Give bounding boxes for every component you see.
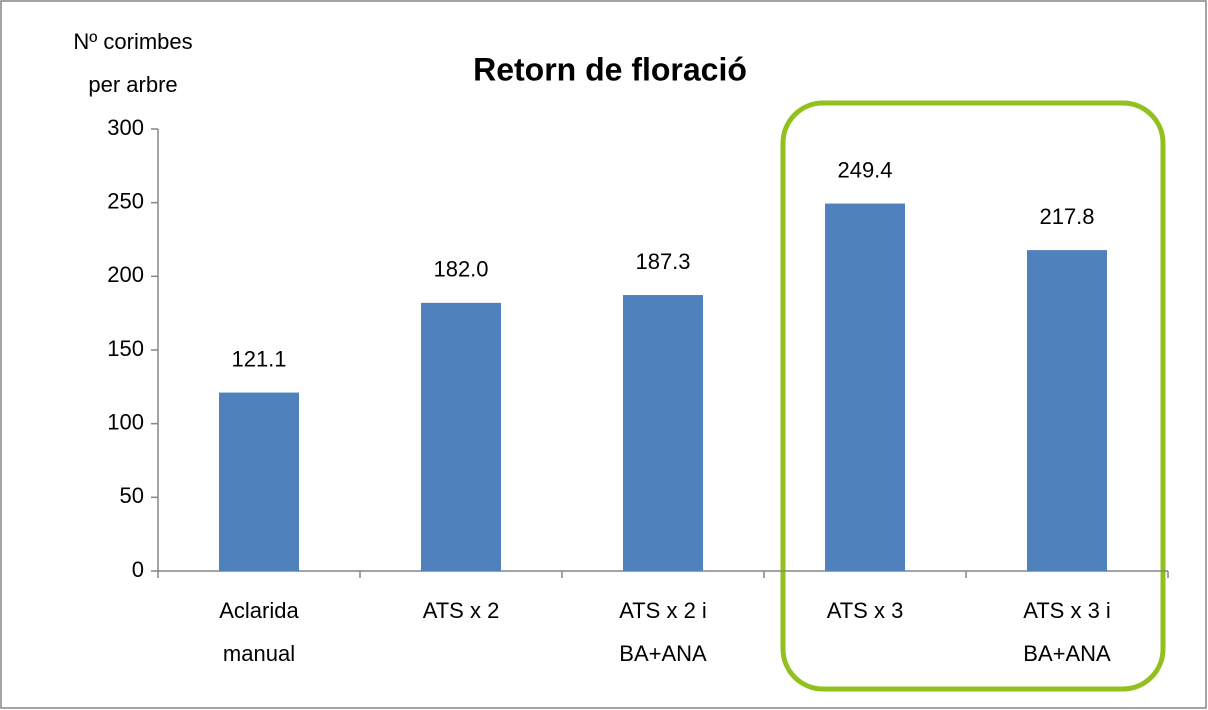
bar	[623, 295, 703, 571]
data-label: 182.0	[433, 257, 488, 282]
y-tick-label: 250	[107, 188, 144, 213]
data-label: 187.3	[635, 249, 690, 274]
x-tick-label: ATS x 2	[423, 598, 500, 623]
data-label: 217.8	[1039, 204, 1094, 229]
bar	[219, 392, 299, 571]
y-tick-label: 50	[120, 483, 144, 508]
bar	[1027, 250, 1107, 571]
bar	[825, 203, 905, 571]
x-tick-label: ATS x 3	[827, 598, 904, 623]
bar	[421, 302, 501, 571]
y-tick-label: 150	[107, 336, 144, 361]
y-tick-label: 300	[107, 115, 144, 140]
x-tick-label: ATS x 3 i BA+ANA	[1023, 598, 1111, 666]
highlight-box	[780, 100, 1166, 692]
data-label: 121.1	[231, 346, 286, 371]
y-tick-label: 200	[107, 262, 144, 287]
y-tick-label: 100	[107, 409, 144, 434]
data-label: 249.4	[837, 157, 892, 182]
x-tick-label: ATS x 2 i BA+ANA	[619, 598, 707, 666]
x-tick-label: Aclarida manual	[219, 598, 299, 666]
y-axis-label: Nº corimbes per arbre	[73, 29, 192, 97]
y-tick-label: 0	[132, 557, 144, 582]
chart-title: Retorn de floració	[473, 51, 747, 87]
